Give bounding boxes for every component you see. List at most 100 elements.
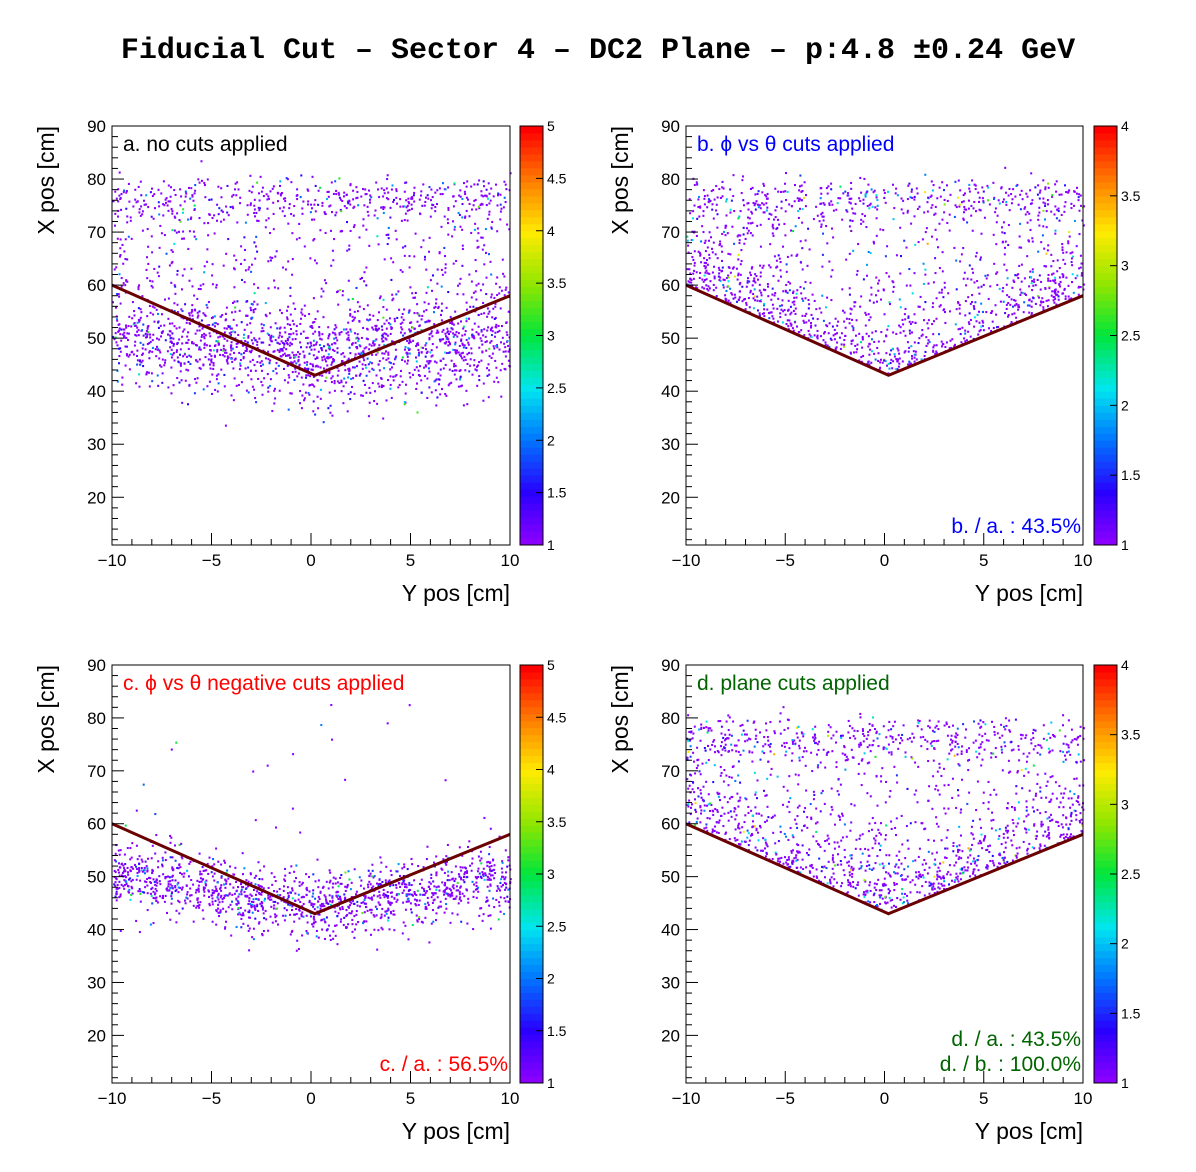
heatmap-bin (860, 356, 863, 359)
heatmap-bin (281, 341, 284, 344)
heatmap-bin (436, 896, 439, 899)
heatmap-bin (840, 332, 843, 335)
heatmap-bin (344, 369, 347, 372)
heatmap-bin (447, 186, 450, 189)
heatmap-bin (289, 341, 292, 344)
z-tick-label: 5 (547, 118, 555, 134)
heatmap-bin (222, 354, 224, 357)
heatmap-bin (739, 234, 742, 237)
heatmap-bin (114, 190, 117, 193)
heatmap-bin (217, 911, 220, 914)
heatmap-bin (448, 368, 451, 371)
heatmap-bin (816, 337, 819, 340)
heatmap-bin (1007, 224, 1010, 227)
heatmap-bin (487, 396, 490, 399)
heatmap-bin (452, 335, 455, 338)
heatmap-bin (703, 195, 706, 198)
heatmap-bin (704, 265, 707, 268)
heatmap-bin (259, 885, 262, 888)
heatmap-bin (935, 238, 938, 241)
heatmap-bin (136, 359, 139, 362)
heatmap-bin (451, 912, 454, 915)
heatmap-bin (311, 218, 313, 221)
heatmap-bin (161, 313, 163, 316)
heatmap-bin (240, 883, 242, 886)
heatmap-bin (224, 424, 227, 427)
heatmap-bin (408, 208, 411, 211)
heatmap-bin (173, 310, 176, 313)
heatmap-bin (378, 385, 381, 388)
heatmap-bin (125, 190, 128, 193)
heatmap-bin (1012, 279, 1015, 282)
heatmap-bin (939, 304, 942, 307)
heatmap-bin (1076, 186, 1078, 189)
heatmap-bin (748, 217, 751, 220)
heatmap-bin (363, 280, 366, 283)
heatmap-bin (891, 347, 894, 350)
heatmap-bin (864, 195, 867, 198)
heatmap-bin (828, 322, 831, 325)
heatmap-bin (119, 197, 122, 200)
color-scale-step (1094, 223, 1117, 232)
heatmap-bin (181, 310, 184, 313)
heatmap-bin (703, 261, 706, 264)
heatmap-bin (856, 270, 859, 273)
heatmap-bin (325, 880, 328, 883)
heatmap-bin (906, 341, 909, 344)
heatmap-bin (690, 278, 693, 281)
heatmap-bin (387, 226, 390, 229)
heatmap-bin (722, 187, 725, 190)
heatmap-bin (178, 901, 181, 904)
heatmap-bin (240, 893, 243, 896)
heatmap-bin (721, 259, 723, 262)
heatmap-bin (117, 849, 120, 852)
heatmap-bin (1057, 210, 1060, 213)
heatmap-bin (880, 358, 882, 361)
heatmap-bin (434, 210, 437, 213)
heatmap-bin (316, 906, 319, 909)
color-scale-step (1094, 440, 1117, 448)
heatmap-bin (275, 372, 278, 375)
heatmap-bin (738, 296, 741, 299)
heatmap-bin (349, 229, 352, 232)
heatmap-bin (785, 323, 788, 326)
heatmap-bin (313, 321, 316, 324)
heatmap-bin (1077, 199, 1080, 202)
color-scale-step (1094, 356, 1117, 364)
heatmap-bin (1079, 194, 1082, 197)
heatmap-bin (276, 349, 279, 352)
heatmap-bin (146, 909, 149, 912)
heatmap-bin (360, 351, 363, 354)
heatmap-bin (267, 350, 270, 353)
heatmap-bin (1079, 266, 1082, 269)
heatmap-bin (491, 316, 494, 319)
heatmap-bin (406, 355, 409, 358)
heatmap-bin (476, 384, 479, 387)
heatmap-bin (315, 343, 317, 346)
color-scale-step (520, 496, 543, 504)
heatmap-bin (714, 253, 717, 256)
heatmap-bin (193, 208, 196, 211)
heatmap-bin (149, 877, 152, 880)
heatmap-bin (1025, 293, 1027, 296)
heatmap-bin (286, 342, 288, 345)
heatmap-bin (339, 908, 342, 911)
heatmap-bin (458, 282, 461, 285)
heatmap-bin (146, 327, 149, 330)
y-tick-label: 30 (661, 435, 680, 454)
heatmap-bin (263, 865, 266, 868)
heatmap-bin (475, 881, 478, 884)
heatmap-bin (178, 912, 181, 915)
heatmap-bin (265, 315, 268, 318)
heatmap-bin (1068, 235, 1071, 238)
heatmap-bin (721, 186, 724, 189)
heatmap-bin (423, 366, 426, 369)
heatmap-bin (836, 324, 839, 327)
heatmap-bin (803, 181, 806, 184)
heatmap-bin (490, 226, 493, 229)
heatmap-bin (305, 346, 308, 349)
heatmap-bin (768, 212, 771, 215)
heatmap-bin (136, 867, 138, 870)
heatmap-bin (353, 224, 356, 227)
heatmap-bin (1062, 274, 1065, 277)
